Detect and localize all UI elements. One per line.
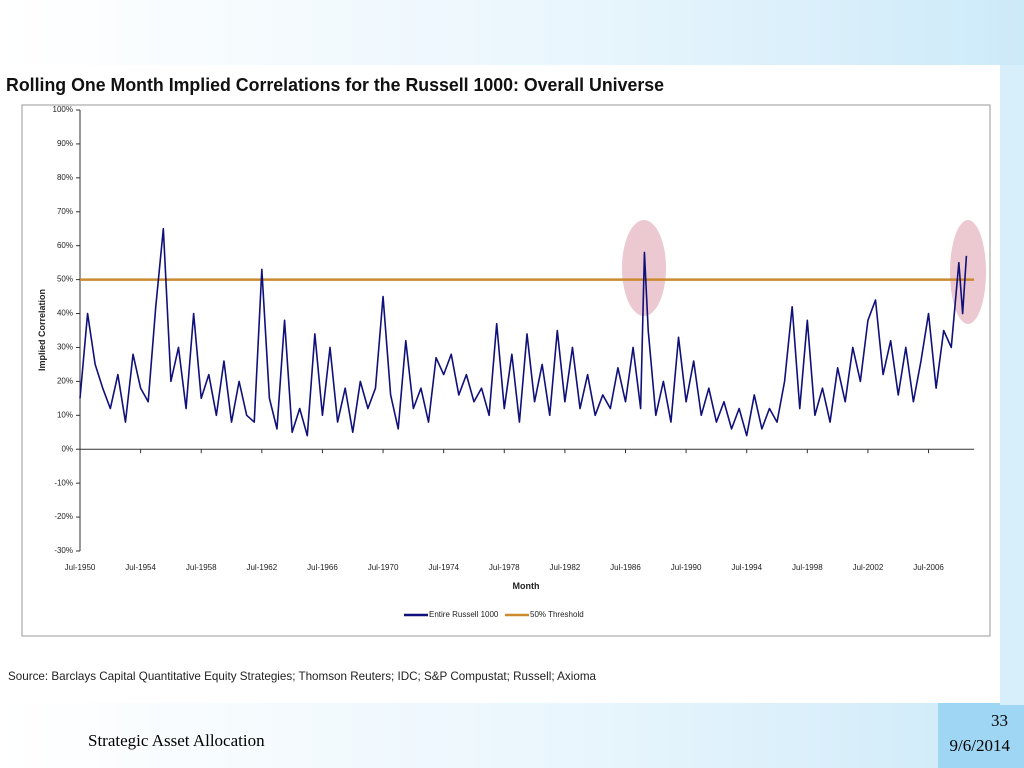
highlight xyxy=(950,220,986,324)
x-tick-label: Jul-1982 xyxy=(550,563,581,572)
x-tick-label: Jul-1994 xyxy=(731,563,762,572)
data-line xyxy=(79,227,968,437)
y-tick-label: 40% xyxy=(57,309,73,318)
y-tick-label: 90% xyxy=(57,139,73,148)
x-tick-label: Jul-1974 xyxy=(428,563,459,572)
y-tick-label: 30% xyxy=(57,343,73,352)
x-tick-label: Jul-1954 xyxy=(125,563,156,572)
source-note: Source: Barclays Capital Quantitative Eq… xyxy=(8,669,596,683)
x-tick-label: Jul-1986 xyxy=(610,563,641,572)
x-tick-label: Jul-1990 xyxy=(671,563,702,572)
y-tick-label: 50% xyxy=(57,275,73,284)
chart-title: Rolling One Month Implied Correlations f… xyxy=(6,75,664,95)
x-tick-label: Jul-1966 xyxy=(307,563,338,572)
y-axis-label: Implied Correlation xyxy=(37,289,47,371)
plot-area: 100% 90% 80% 70% 60% 50% 40% 30% 20% 10% 0% -10% -20… xyxy=(53,105,974,619)
x-tick-label: Jul-1958 xyxy=(186,563,217,572)
y-tick-label: -10% xyxy=(54,478,73,487)
x-tick-label: Jul-2002 xyxy=(853,563,884,572)
x-tick-label: Jul-2006 xyxy=(913,563,944,572)
decoration xyxy=(1000,65,1024,705)
x-tick-label: Jul-1970 xyxy=(368,563,399,572)
y-tick-label: 60% xyxy=(57,241,73,250)
y-tick-label: 70% xyxy=(57,207,73,216)
y-tick-label: 0% xyxy=(61,444,73,453)
y-tick-label: 10% xyxy=(57,410,73,419)
y-tick-label: 100% xyxy=(53,105,73,114)
x-tick-label: Jul-1962 xyxy=(246,563,277,572)
y-tick-label: 20% xyxy=(57,376,73,385)
x-tick-label: Jul-1950 xyxy=(65,563,96,572)
x-axis-label: Month xyxy=(513,581,540,591)
date: 9/6/2014 xyxy=(950,736,1011,755)
legend-label: 50% Threshold xyxy=(530,610,584,619)
page-number: 33 xyxy=(991,711,1008,730)
x-tick-label: Jul-1998 xyxy=(792,563,823,572)
y-tick-label: -30% xyxy=(54,546,73,555)
x-tick-label: Jul-1978 xyxy=(489,563,520,572)
footer-text: Strategic Asset Allocation xyxy=(88,731,265,750)
y-tick-label: -20% xyxy=(54,512,73,521)
legend-label: Entire Russell 1000 xyxy=(429,610,499,619)
decoration xyxy=(938,700,1024,768)
y-tick-label: 80% xyxy=(57,173,73,182)
chart-frame xyxy=(21,104,991,637)
